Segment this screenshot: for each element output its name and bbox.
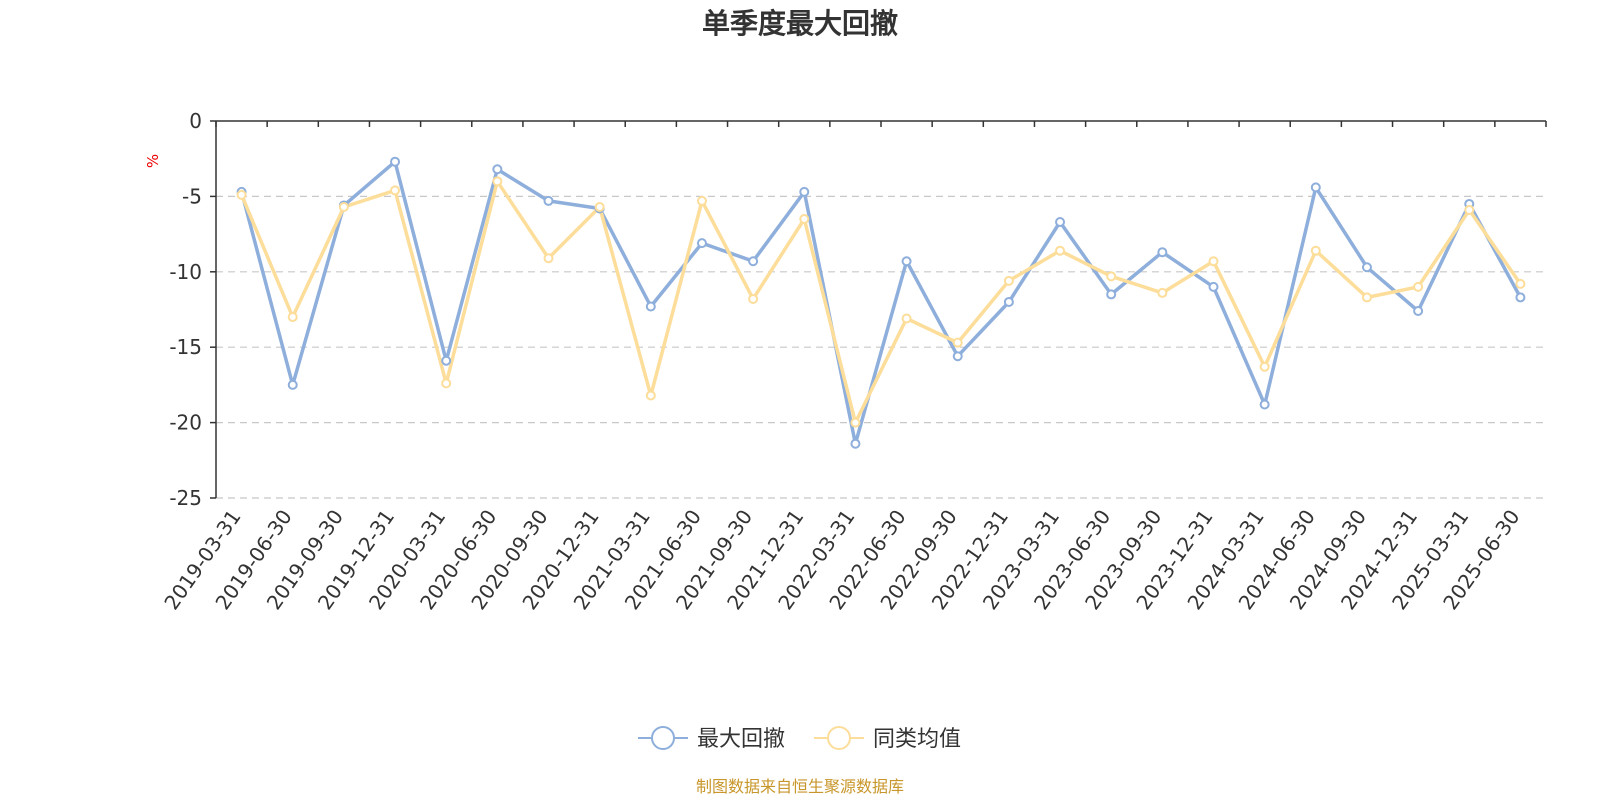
data-point[interactable] (952, 351, 963, 362)
data-point[interactable] (1157, 247, 1168, 258)
data-point[interactable] (1464, 204, 1475, 215)
y-tick-label: -20 (169, 411, 202, 435)
data-point[interactable] (901, 256, 912, 267)
legend-label: 最大回撤 (697, 727, 785, 752)
data-point[interactable] (1259, 399, 1270, 410)
legend-marker-icon (827, 726, 851, 750)
data-point[interactable] (1361, 292, 1372, 303)
data-point[interactable] (1413, 281, 1424, 292)
axes (210, 120, 1547, 499)
source-note: 制图数据来自恒生聚源数据库 (696, 777, 904, 796)
data-point[interactable] (338, 201, 349, 212)
data-point[interactable] (696, 195, 707, 206)
y-tick-label: -15 (169, 335, 202, 359)
data-point[interactable] (645, 390, 656, 401)
data-point[interactable] (850, 417, 861, 428)
data-point[interactable] (287, 312, 298, 323)
legend-item[interactable]: 同类均值 (814, 726, 961, 752)
data-point[interactable] (441, 378, 452, 389)
data-point[interactable] (696, 238, 707, 249)
data-point[interactable] (1515, 292, 1526, 303)
data-point[interactable] (390, 156, 401, 167)
data-point[interactable] (901, 313, 912, 324)
data-point[interactable] (799, 186, 810, 197)
data-point[interactable] (1157, 287, 1168, 298)
legend-item[interactable]: 最大回撤 (638, 726, 785, 752)
data-point[interactable] (1259, 361, 1270, 372)
y-tick-labels: 0 -5 -10 -15 -20 -25 (169, 109, 202, 510)
y-axis-unit-label: % (144, 154, 162, 168)
data-point[interactable] (594, 201, 605, 212)
y-tick-label: -10 (169, 260, 202, 284)
data-point[interactable] (1208, 281, 1219, 292)
data-point[interactable] (748, 293, 759, 304)
data-point[interactable] (1106, 271, 1117, 282)
legend[interactable]: 最大回撤 同类均值 (638, 726, 961, 752)
data-point[interactable] (1310, 245, 1321, 256)
data-point[interactable] (1106, 289, 1117, 300)
data-point[interactable] (492, 164, 503, 175)
chart-title: 单季度最大回撤 (702, 7, 898, 40)
data-point[interactable] (1208, 256, 1219, 267)
data-point[interactable] (850, 438, 861, 449)
y-tick-label: -25 (169, 486, 202, 510)
data-point[interactable] (1055, 245, 1066, 256)
data-point[interactable] (1003, 296, 1014, 307)
data-point[interactable] (543, 253, 554, 264)
data-point[interactable] (492, 176, 503, 187)
data-point[interactable] (441, 355, 452, 366)
data-point[interactable] (645, 301, 656, 312)
series-lines (236, 156, 1526, 449)
legend-label: 同类均值 (873, 727, 961, 752)
x-tick-labels: 2019-03-312019-06-302019-09-302019-12-31… (159, 505, 1524, 614)
y-tick-label: -5 (182, 184, 202, 208)
data-point[interactable] (236, 189, 247, 200)
data-point[interactable] (390, 185, 401, 196)
data-point[interactable] (1310, 182, 1321, 193)
data-point[interactable] (799, 214, 810, 225)
data-point[interactable] (543, 195, 554, 206)
data-point[interactable] (1361, 262, 1372, 273)
legend-marker-icon (651, 726, 675, 750)
data-point[interactable] (1055, 217, 1066, 228)
series-line (239, 159, 1522, 446)
series-line (239, 179, 1522, 425)
data-point[interactable] (1515, 278, 1526, 289)
data-point[interactable] (1413, 306, 1424, 317)
data-point[interactable] (1003, 275, 1014, 286)
data-point[interactable] (748, 256, 759, 267)
data-point[interactable] (287, 379, 298, 390)
y-tick-label: 0 (189, 109, 202, 133)
data-point[interactable] (952, 337, 963, 348)
